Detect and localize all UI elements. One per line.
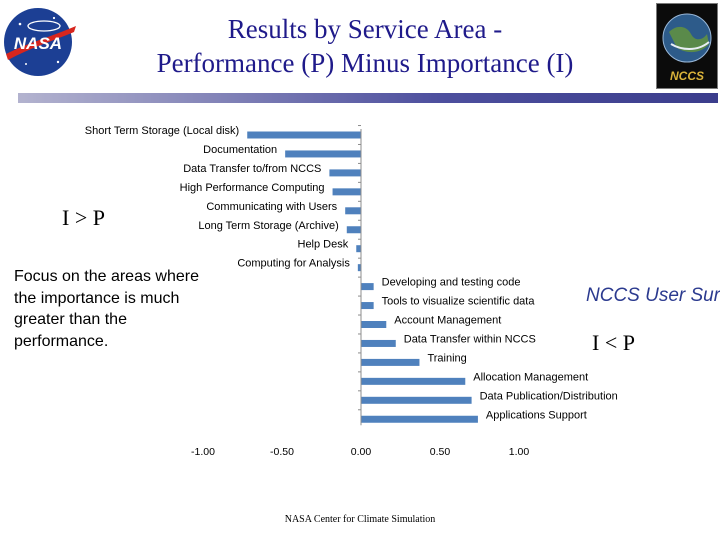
category-label-13: Allocation Management [473,371,588,383]
bar-10 [361,321,387,328]
category-labels: Short Term Storage (Local disk) Documenta… [85,125,618,421]
nasa-logo: NASA [0,2,80,82]
title-line-1: Results by Service Area - [227,14,503,44]
category-label-0: Short Term Storage (Local disk) [85,125,239,137]
i-less-p-label: I < P [592,330,635,355]
category-label-1: Documentation [203,144,277,156]
bar-8 [361,283,374,291]
category-label-2: Data Transfer to/from NCCS [183,163,321,175]
focus-note: Focus on the areas where the importance … [14,268,199,350]
category-label-5: Long Term Storage (Archive) [198,220,338,232]
bar-5 [346,226,361,234]
bar-12 [361,358,420,366]
title-line-2: Performance (P) Minus Importance (I) [156,48,574,78]
bar-15 [361,415,478,423]
category-label-10: Account Management [394,315,501,327]
bar-4 [345,207,361,215]
bar-7 [357,264,361,272]
bar-14 [361,396,472,404]
page-title: Results by Service Area - Performance (P… [120,12,610,80]
category-label-7: Computing for Analysis [237,258,350,270]
category-label-9: Tools to visualize scientific data [382,296,536,308]
category-label-6: Help Desk [298,239,349,251]
bar-0 [247,131,361,139]
bar-13 [361,377,466,385]
i-greater-p-label: I > P [62,205,105,230]
nasa-logo-text: NASA [14,34,62,53]
bar-11 [361,339,396,347]
bar-2 [329,169,361,177]
bars [247,131,478,423]
category-label-15: Applications Support [486,409,587,421]
category-label-3: High Performance Computing [180,182,325,194]
category-label-12: Training [427,352,466,364]
x-tick-label-1: -0.50 [270,446,294,458]
x-tick-label-3: 0.50 [430,446,451,458]
bar-6 [356,245,361,253]
nccs-logo: NCCS [656,3,718,89]
footer-text: NASA Center for Climate Simulation [284,514,436,525]
category-label-4: Communicating with Users [206,201,337,213]
x-tick-label-4: 1.00 [509,446,530,458]
survey-tag: NCCS User Sur [586,285,720,306]
x-tick-label-2: 0.00 [351,446,372,458]
x-tick-label-0: -1.00 [191,446,215,458]
nccs-logo-text: NCCS [670,69,704,83]
x-axis: -1.00 -0.50 0.00 0.50 1.00 [191,125,530,458]
bar-9 [361,302,374,310]
category-label-8: Developing and testing code [382,277,521,289]
category-label-11: Data Transfer within NCCS [404,333,536,345]
title-divider [18,93,718,103]
category-label-14: Data Publication/Distribution [480,390,618,402]
bar-1 [285,150,361,158]
bar-3 [332,188,361,196]
